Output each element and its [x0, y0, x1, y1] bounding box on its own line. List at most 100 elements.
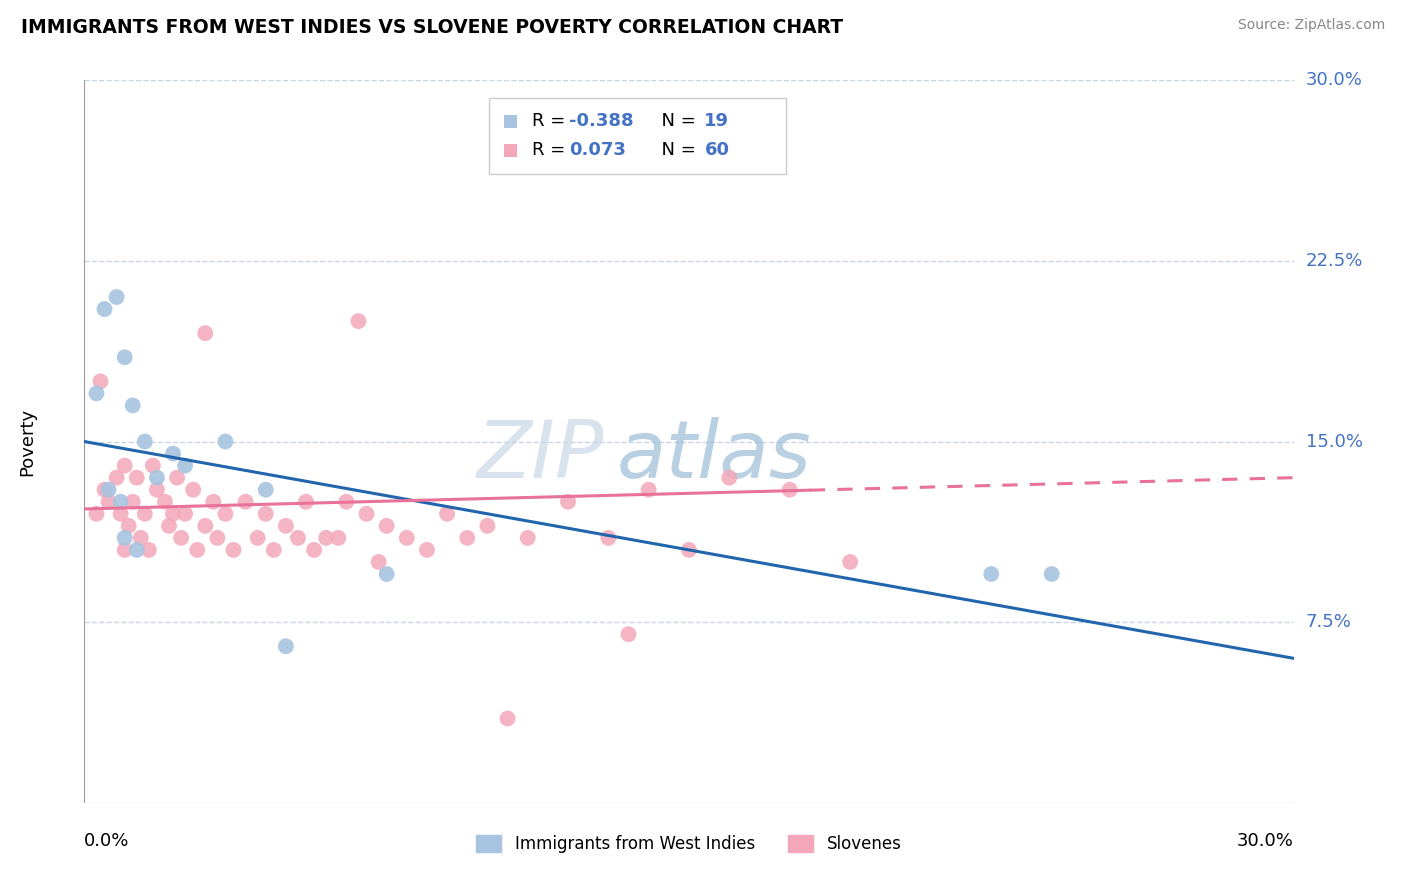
Point — [162, 446, 184, 460]
Point — [496, 712, 519, 726]
Text: 0.073: 0.073 — [569, 141, 626, 160]
Point — [105, 471, 128, 485]
Point — [86, 386, 108, 401]
Text: Poverty: Poverty — [18, 408, 37, 475]
Point — [246, 531, 269, 545]
Point — [839, 555, 862, 569]
Point — [93, 301, 115, 317]
Text: N =: N = — [650, 112, 702, 130]
Point — [105, 290, 128, 304]
Point — [436, 507, 458, 521]
Point — [367, 555, 389, 569]
Point — [375, 519, 398, 533]
Point — [89, 375, 111, 389]
Point — [214, 434, 236, 449]
Point — [142, 458, 165, 473]
Point — [456, 531, 478, 545]
Point — [134, 434, 156, 449]
Text: 30.0%: 30.0% — [1237, 831, 1294, 850]
Point — [214, 507, 236, 521]
Point — [153, 494, 176, 508]
Point — [302, 542, 325, 557]
Point — [274, 639, 297, 653]
Point — [222, 542, 245, 557]
Point — [114, 458, 136, 473]
FancyBboxPatch shape — [503, 144, 517, 157]
Point — [287, 531, 309, 545]
Point — [110, 507, 132, 521]
Text: R =: R = — [531, 141, 571, 160]
Point — [477, 519, 499, 533]
Point — [598, 531, 620, 545]
Point — [375, 567, 398, 582]
Point — [118, 519, 141, 533]
Point — [194, 519, 217, 533]
Legend: Immigrants from West Indies, Slovenes: Immigrants from West Indies, Slovenes — [470, 828, 908, 860]
Point — [263, 542, 285, 557]
Point — [97, 483, 120, 497]
Point — [129, 531, 152, 545]
Point — [274, 519, 297, 533]
Text: IMMIGRANTS FROM WEST INDIES VS SLOVENE POVERTY CORRELATION CHART: IMMIGRANTS FROM WEST INDIES VS SLOVENE P… — [21, 18, 844, 37]
Point — [125, 542, 148, 557]
Point — [617, 627, 640, 641]
Point — [138, 542, 160, 557]
Text: 15.0%: 15.0% — [1306, 433, 1362, 450]
Text: -0.388: -0.388 — [569, 112, 634, 130]
Point — [93, 483, 115, 497]
Text: 22.5%: 22.5% — [1306, 252, 1362, 270]
Point — [110, 494, 132, 508]
Point — [194, 326, 217, 341]
Text: R =: R = — [531, 112, 571, 130]
Point — [295, 494, 318, 508]
Point — [254, 483, 277, 497]
Point — [146, 483, 169, 497]
Point — [347, 314, 370, 328]
Text: 7.5%: 7.5% — [1306, 613, 1351, 632]
Point — [181, 483, 204, 497]
FancyBboxPatch shape — [489, 98, 786, 174]
Text: atlas: atlas — [616, 417, 811, 495]
Point — [235, 494, 257, 508]
Point — [186, 542, 208, 557]
Point — [114, 542, 136, 557]
Text: N =: N = — [650, 141, 702, 160]
Point — [315, 531, 337, 545]
Text: 60: 60 — [704, 141, 730, 160]
Point — [335, 494, 357, 508]
Point — [114, 531, 136, 545]
Text: 0.0%: 0.0% — [84, 831, 129, 850]
Point — [328, 531, 350, 545]
Point — [416, 542, 439, 557]
Point — [202, 494, 225, 508]
Point — [356, 507, 378, 521]
Text: 30.0%: 30.0% — [1306, 71, 1362, 89]
Point — [678, 542, 700, 557]
Point — [157, 519, 180, 533]
Point — [97, 494, 120, 508]
Point — [207, 531, 229, 545]
Point — [557, 494, 579, 508]
Point — [637, 483, 659, 497]
Point — [395, 531, 418, 545]
Text: Source: ZipAtlas.com: Source: ZipAtlas.com — [1237, 18, 1385, 32]
Point — [170, 531, 193, 545]
Point — [162, 507, 184, 521]
Point — [718, 471, 741, 485]
Point — [516, 531, 538, 545]
Text: 19: 19 — [704, 112, 730, 130]
Point — [166, 471, 188, 485]
Point — [121, 398, 143, 412]
Point — [1040, 567, 1063, 582]
Point — [174, 507, 197, 521]
Point — [121, 494, 143, 508]
Point — [146, 471, 169, 485]
Point — [86, 507, 108, 521]
Point — [254, 507, 277, 521]
FancyBboxPatch shape — [503, 115, 517, 128]
Point — [980, 567, 1002, 582]
Point — [114, 350, 136, 364]
Point — [174, 458, 197, 473]
Point — [779, 483, 801, 497]
Point — [125, 471, 148, 485]
